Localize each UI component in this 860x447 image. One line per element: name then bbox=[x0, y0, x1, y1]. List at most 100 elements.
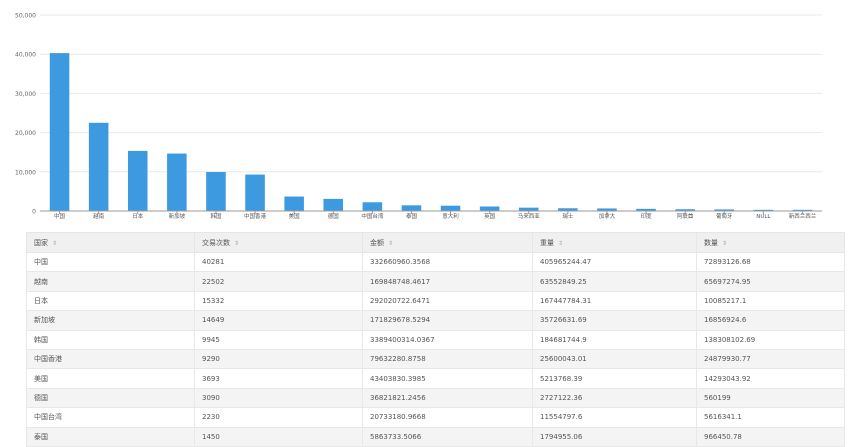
table-cell: 2230 bbox=[194, 407, 363, 428]
sort-icon[interactable]: ⇕ bbox=[234, 239, 240, 247]
table-cell: 24879930.77 bbox=[696, 348, 845, 370]
table-cell: 1794955.06 bbox=[532, 426, 697, 447]
table-cell: 10085217.1 bbox=[696, 290, 845, 312]
chart-bars bbox=[49, 53, 813, 211]
x-tick-label: 葡萄牙 bbox=[716, 212, 733, 220]
bar[interactable] bbox=[597, 208, 617, 211]
table-cell: 14649 bbox=[194, 310, 363, 331]
x-tick-label: NULL bbox=[756, 214, 771, 220]
table-cell: 3090 bbox=[194, 387, 363, 409]
sort-icon[interactable]: ⇕ bbox=[558, 239, 564, 247]
column-header-weight[interactable]: 重量 ⇕ bbox=[532, 232, 697, 253]
bar[interactable] bbox=[245, 174, 265, 211]
table-row: 泰国 1450 5863733.5066 1794955.06 966450.78 bbox=[26, 426, 845, 447]
table-cell: 35726631.69 bbox=[532, 310, 697, 331]
header-label: 国家 bbox=[34, 238, 48, 247]
bar[interactable] bbox=[558, 208, 578, 211]
sort-icon[interactable]: ⇕ bbox=[722, 239, 728, 247]
table-cell: 79632280.8758 bbox=[362, 348, 533, 370]
x-tick-label: 新西兰西兰 bbox=[789, 212, 817, 220]
table-cell: 3389400314.0367 bbox=[362, 329, 533, 350]
y-tick-label: 20,000 bbox=[15, 130, 36, 137]
table-cell: 138308102.69 bbox=[696, 329, 845, 350]
bar[interactable] bbox=[518, 207, 539, 211]
table-row: 日本 15332 292020722.6471 167447784.31 1008521… bbox=[26, 290, 845, 312]
x-tick-label: 中国香港 bbox=[244, 212, 267, 220]
x-tick-label: 泰国 bbox=[406, 212, 418, 220]
table-row: 越南 22502 169848748.4617 63552849.25 65697274… bbox=[26, 271, 845, 292]
table-cell: 日本 bbox=[26, 290, 195, 312]
bar[interactable] bbox=[284, 196, 304, 211]
table-cell: 中国 bbox=[26, 251, 195, 273]
data-table: 国家 ⇕ 交易次数 ⇕ 金额 ⇕ 重量 ⇕ 数量 ⇕ 中国 40281 332660960.3… bbox=[26, 232, 845, 447]
bar[interactable] bbox=[206, 172, 226, 211]
bar[interactable] bbox=[167, 153, 187, 211]
y-tick-label: 40,000 bbox=[15, 52, 36, 59]
table-row: 德国 3090 36821821.2456 2727122.36 560199 bbox=[26, 387, 845, 409]
bar[interactable] bbox=[753, 209, 774, 211]
header-label: 交易次数 bbox=[202, 238, 230, 247]
table-cell: 5863733.5066 bbox=[362, 426, 533, 447]
x-tick-label: 新加坡 bbox=[169, 212, 186, 220]
table-cell: 184681744.9 bbox=[532, 329, 697, 350]
column-header-quantity[interactable]: 数量 ⇕ bbox=[696, 232, 845, 253]
table-cell: 韩国 bbox=[26, 329, 195, 350]
sort-icon[interactable]: ⇕ bbox=[388, 239, 394, 247]
table-cell: 2727122.36 bbox=[532, 387, 697, 409]
header-label: 数量 bbox=[704, 238, 718, 247]
bar[interactable] bbox=[636, 208, 656, 211]
bar[interactable] bbox=[792, 209, 813, 211]
bar[interactable] bbox=[362, 202, 383, 211]
table-row: 新加坡 14649 171829678.5294 35726631.69 1685692… bbox=[26, 310, 845, 331]
table-cell: 9945 bbox=[194, 329, 363, 350]
x-tick-label: 中国台湾 bbox=[361, 212, 384, 220]
x-tick-label: 越南 bbox=[93, 212, 105, 220]
header-label: 金额 bbox=[370, 238, 384, 247]
data-table-container: 国家 ⇕ 交易次数 ⇕ 金额 ⇕ 重量 ⇕ 数量 ⇕ 中国 40281 332660960.3… bbox=[26, 232, 845, 447]
table-cell: 5616341.1 bbox=[696, 407, 845, 428]
table-cell: 43403830.3985 bbox=[362, 368, 533, 389]
x-tick-label: 日本 bbox=[132, 212, 144, 220]
column-header-amount[interactable]: 金额 ⇕ bbox=[362, 232, 533, 253]
sort-icon[interactable]: ⇕ bbox=[52, 239, 58, 247]
y-tick-label: 10,000 bbox=[15, 169, 36, 176]
column-header-country[interactable]: 国家 ⇕ bbox=[26, 232, 195, 253]
table-cell: 新加坡 bbox=[26, 310, 195, 331]
bar-chart: 0 10,000 20,000 30,000 40,000 50,000 中国 越南 日本 新加… bbox=[15, 13, 822, 220]
bar[interactable] bbox=[440, 205, 461, 211]
bar[interactable] bbox=[49, 53, 70, 211]
table-row: 中国 40281 332660960.3568 405965244.47 7289312… bbox=[26, 251, 845, 273]
bar[interactable] bbox=[88, 122, 109, 211]
table-cell: 22502 bbox=[194, 271, 363, 292]
x-tick-label: 阿联酋 bbox=[677, 212, 694, 220]
table-cell: 171829678.5294 bbox=[362, 310, 533, 331]
table-cell: 中国香港 bbox=[26, 348, 195, 370]
bar[interactable] bbox=[479, 206, 500, 211]
table-cell: 20733180.9668 bbox=[362, 407, 533, 428]
bar[interactable] bbox=[323, 198, 344, 211]
table-cell: 65697274.95 bbox=[696, 271, 845, 292]
x-tick-label: 瑞士 bbox=[562, 212, 574, 220]
bar[interactable] bbox=[127, 150, 148, 211]
x-axis-labels: 中国 越南 日本 新加坡 韩国 中国香港 美国 德国 中国台湾 泰国 意大利 英国 马来西亚 瑞士 加拿大 印… bbox=[54, 211, 817, 220]
bar[interactable] bbox=[401, 205, 422, 211]
table-cell: 560199 bbox=[696, 387, 845, 409]
table-cell: 36821821.2456 bbox=[362, 387, 533, 409]
table-cell: 11554797.6 bbox=[532, 407, 697, 428]
bar[interactable] bbox=[675, 209, 695, 211]
table-cell: 966450.78 bbox=[696, 426, 845, 447]
table-cell: 泰国 bbox=[26, 426, 195, 447]
table-row: 中国台湾 2230 20733180.9668 11554797.6 5616341.1 bbox=[26, 407, 845, 428]
x-tick-label: 美国 bbox=[289, 212, 301, 220]
bar[interactable] bbox=[714, 209, 735, 211]
table-cell: 63552849.25 bbox=[532, 271, 697, 292]
table-cell: 15332 bbox=[194, 290, 363, 312]
x-tick-label: 加拿大 bbox=[599, 212, 616, 220]
column-header-trades[interactable]: 交易次数 ⇕ bbox=[194, 232, 363, 253]
y-axis-ticks: 0 10,000 20,000 30,000 40,000 50,000 bbox=[15, 13, 36, 216]
x-tick-label: 意大利 bbox=[442, 212, 459, 220]
header-label: 重量 bbox=[540, 238, 554, 247]
table-cell: 167447784.31 bbox=[532, 290, 697, 312]
table-cell: 1450 bbox=[194, 426, 363, 447]
table-cell: 25600043.01 bbox=[532, 348, 697, 370]
